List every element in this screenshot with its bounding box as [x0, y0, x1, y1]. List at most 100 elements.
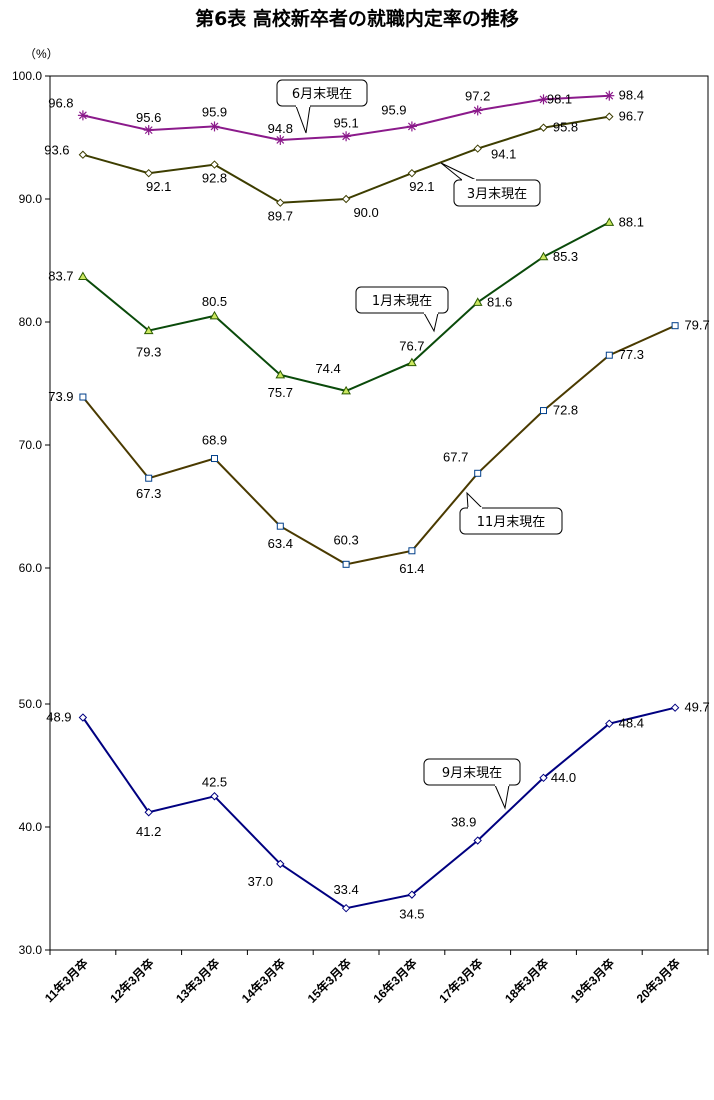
y-tick-label: 60.0 [19, 561, 43, 575]
data-label: 92.8 [202, 171, 227, 186]
x-tick-label: 13年3月卒 [172, 956, 222, 1006]
series-callouts: 6月末現在 3月末現在 1月末現在 11月末現在 9月末現在 [276, 79, 563, 810]
data-point-marker [539, 773, 548, 783]
data-point-marker [209, 310, 220, 320]
data-label: 48.9 [46, 710, 71, 725]
y-tick-label: 50.0 [19, 697, 43, 711]
x-tick-label: 16年3月卒 [370, 956, 420, 1006]
y-tick-label: 70.0 [19, 438, 43, 452]
data-point-marker [407, 890, 417, 899]
x-tick-label: 18年3月卒 [501, 956, 551, 1006]
x-tick-label: 20年3月卒 [633, 956, 683, 1006]
data-point-marker [143, 125, 154, 136]
data-point-marker [77, 110, 88, 121]
data-point-marker [276, 198, 285, 207]
y-tick-label: 30.0 [19, 943, 43, 957]
data-point-marker [472, 105, 483, 116]
x-tick-label: 15年3月卒 [304, 956, 354, 1006]
data-label: 96.8 [48, 95, 73, 110]
data-point-marker [473, 836, 482, 845]
data-label: 95.9 [381, 102, 406, 117]
data-point-marker [78, 271, 88, 280]
data-label: 97.2 [465, 88, 490, 103]
data-label: 80.5 [202, 294, 227, 309]
series-callout-label: 11月末現在 [477, 515, 546, 530]
data-point-marker [341, 385, 351, 395]
data-point-marker [78, 150, 88, 159]
data-point-marker [407, 168, 417, 178]
x-tick-label: 19年3月卒 [567, 956, 617, 1006]
series-line [82, 221, 610, 392]
data-point-marker [79, 393, 87, 401]
data-point-marker [473, 144, 482, 153]
data-label: 49.7 [684, 700, 709, 715]
data-point-marker [671, 322, 679, 330]
data-point-marker [209, 121, 220, 132]
series-markers [77, 90, 680, 913]
data-label: 94.8 [268, 121, 293, 136]
chart-axes: （%） 30.0 40.0 50.0 60.0 70.0 80.0 90.0 100.0 11年3… [12, 47, 709, 1006]
series-callout-label: 3月末現在 [467, 187, 527, 202]
y-tick-label: 100.0 [12, 69, 42, 83]
y-tick-label: 90.0 [19, 192, 43, 206]
data-label: 92.1 [146, 179, 171, 194]
data-label: 94.1 [491, 147, 516, 162]
data-label: 75.7 [268, 385, 293, 400]
data-point-marker [276, 522, 284, 530]
series-callout: 11月末現在 [459, 491, 563, 535]
y-axis-unit-label: （%） [24, 47, 59, 61]
series-callout: 3月末現在 [440, 162, 541, 207]
data-label: 81.6 [487, 294, 512, 309]
data-label: 89.7 [268, 209, 293, 224]
data-point-marker [276, 859, 285, 869]
data-point-marker [275, 134, 286, 145]
data-point-marker [408, 547, 416, 555]
data-label: 95.1 [333, 115, 358, 130]
data-label: 95.9 [202, 104, 227, 119]
data-labels: 96.8 95.6 95.9 94.8 95.1 95.9 97.2 98.1 98.4 93.6… [44, 88, 710, 922]
data-label: 63.4 [268, 536, 293, 551]
data-label: 61.4 [399, 561, 424, 576]
data-point-marker [670, 703, 680, 712]
data-point-marker [605, 719, 614, 728]
data-label: 72.8 [553, 403, 578, 418]
data-label: 41.2 [136, 824, 161, 839]
data-point-marker [540, 407, 547, 415]
data-label: 95.6 [136, 110, 161, 125]
data-point-marker [539, 123, 548, 132]
series-line [82, 706, 676, 910]
data-point-marker [538, 94, 549, 105]
series-callout-label: 1月末現在 [372, 294, 432, 309]
data-point-marker [538, 251, 549, 261]
data-point-marker [604, 217, 615, 226]
y-tick-label: 80.0 [19, 315, 43, 329]
data-point-marker [144, 808, 153, 817]
data-label: 37.0 [248, 874, 273, 889]
data-label: 98.4 [619, 88, 644, 103]
data-label: 73.9 [48, 389, 73, 404]
data-point-marker [144, 168, 153, 178]
data-label: 93.6 [44, 143, 69, 158]
data-label: 60.3 [333, 532, 358, 547]
y-tick-label: 40.0 [19, 820, 43, 834]
data-point-marker [604, 90, 615, 101]
x-tick-label: 12年3月卒 [107, 956, 157, 1006]
data-point-marker [341, 903, 351, 913]
data-label: 96.7 [619, 109, 644, 124]
data-label: 95.8 [553, 120, 578, 135]
series-callout-label: 6月末現在 [292, 87, 352, 102]
data-point-marker [145, 474, 153, 482]
data-point-marker [211, 455, 218, 463]
data-label: 88.1 [619, 214, 644, 229]
data-point-marker [605, 351, 613, 359]
data-label: 34.5 [399, 907, 424, 922]
data-point-marker [605, 112, 614, 121]
data-label: 44.0 [551, 770, 576, 785]
data-label: 74.4 [315, 361, 340, 376]
data-label: 90.0 [353, 205, 378, 220]
data-point-marker [341, 194, 351, 204]
x-tick-label: 14年3月卒 [238, 956, 288, 1006]
data-point-marker [210, 792, 219, 801]
series-callout: 1月末現在 [355, 286, 449, 333]
data-label: 42.5 [202, 774, 227, 789]
